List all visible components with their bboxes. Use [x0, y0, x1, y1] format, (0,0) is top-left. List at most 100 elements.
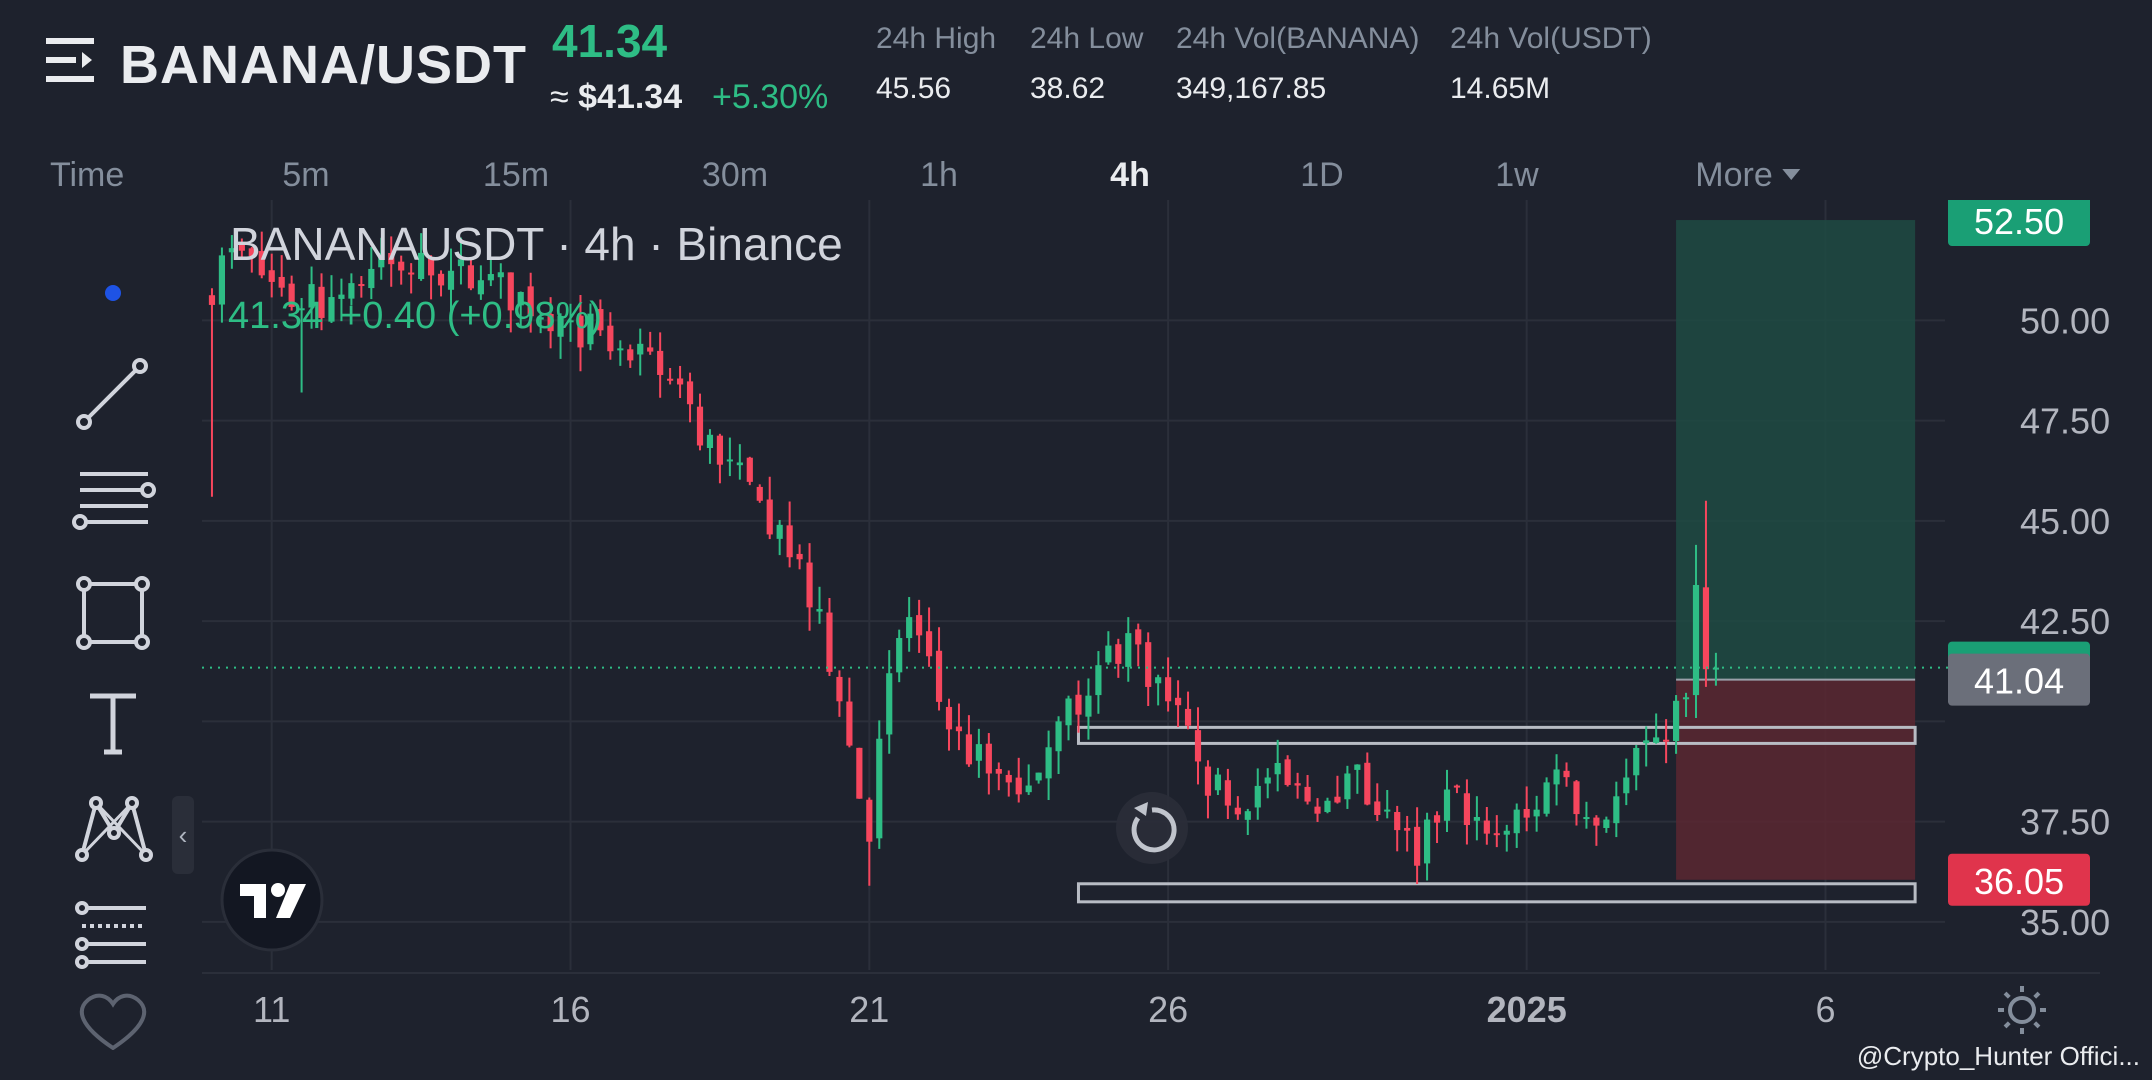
candle-body	[208, 295, 216, 305]
stat-24h-vol-base: 24h Vol(BANANA) 349,167.85	[1176, 22, 1419, 106]
tab-time[interactable]: Time	[50, 156, 125, 194]
x-tick-label: 21	[849, 989, 889, 1030]
candle-body	[647, 347, 654, 352]
candle-body	[1015, 777, 1022, 795]
candle-body	[1623, 777, 1630, 794]
candle-body	[318, 286, 325, 318]
candle-body	[517, 291, 524, 306]
tab-15m[interactable]: 15m	[482, 156, 550, 194]
price-chart[interactable]: BANANAUSDT · 4h · Binance 41.34 +0.40 (+0.…	[0, 200, 2152, 1080]
text-icon[interactable]	[70, 680, 156, 766]
candle-body	[1533, 809, 1540, 817]
stat-value: 38.62	[1030, 72, 1106, 105]
fib-lines-icon[interactable]	[70, 890, 156, 976]
candle-body	[806, 562, 813, 608]
x-tick-label: 2025	[1487, 989, 1567, 1030]
candle-body	[1354, 764, 1361, 770]
candle-body	[1653, 737, 1660, 743]
candle-body	[1314, 806, 1321, 814]
candle-body	[935, 650, 943, 702]
candle-body	[1513, 809, 1520, 834]
x-tick-label: 26	[1148, 989, 1188, 1030]
candle-body	[766, 499, 773, 535]
candle-body	[756, 486, 763, 501]
tab-30m[interactable]: 30m	[701, 156, 769, 194]
candle-body	[1663, 739, 1670, 742]
candle-body	[248, 248, 255, 257]
stat-value: 45.56	[876, 72, 952, 105]
candle-body	[706, 434, 714, 449]
candle-body	[925, 631, 933, 657]
candle-body	[1473, 817, 1480, 821]
candle-body	[427, 257, 435, 276]
price-tag-label: 41.04	[1974, 661, 2064, 702]
tab-1h[interactable]: 1h	[920, 156, 958, 194]
candle-body	[1692, 585, 1700, 696]
tab-1d[interactable]: 1D	[1300, 156, 1344, 194]
candle-body	[1672, 700, 1680, 741]
pattern-icon[interactable]	[70, 785, 156, 871]
rectangle-icon[interactable]	[70, 570, 156, 656]
tab-5m[interactable]: 5m	[282, 156, 330, 194]
candle-body	[1453, 785, 1461, 788]
candle-body	[995, 768, 1002, 774]
candle-body	[746, 457, 753, 482]
price-tag-label: 36.05	[1974, 861, 2064, 902]
trend-line-icon[interactable]	[70, 350, 156, 436]
menu-icon[interactable]	[46, 36, 96, 86]
heart-icon[interactable]	[70, 990, 156, 1050]
x-tick-label: 11	[253, 989, 290, 1030]
candle-body	[547, 314, 554, 332]
collapse-toolbar-button[interactable]: ‹	[172, 796, 194, 874]
candle-body	[916, 615, 923, 636]
y-tick-label: 50.00	[2020, 300, 2110, 341]
candle-body	[467, 265, 475, 289]
settings-icon-ray	[2003, 991, 2011, 999]
stat-label: 24h Vol(USDT)	[1450, 22, 1652, 55]
candle-body	[1364, 762, 1371, 805]
candle-body	[557, 315, 564, 337]
settings-icon-ray	[2033, 1021, 2041, 1029]
candle-body	[348, 283, 355, 299]
dot-cursor-icon[interactable]	[70, 250, 156, 336]
settings-icon	[1998, 986, 2046, 1034]
y-tick-label: 42.50	[2020, 601, 2110, 642]
stat-24h-low: 24h Low 38.62	[1030, 22, 1143, 106]
candle-body	[1553, 769, 1560, 785]
stat-value: 14.65M	[1450, 72, 1551, 105]
candle-body	[437, 273, 445, 286]
candle-body	[866, 799, 873, 842]
candle-body	[1304, 786, 1311, 802]
candle-body	[477, 280, 484, 295]
candle-body	[876, 738, 883, 839]
pair-title[interactable]: BANANA/USDT	[120, 35, 527, 95]
candle-body	[487, 274, 494, 281]
candle-body	[1463, 793, 1471, 826]
tab-more[interactable]: More	[1695, 156, 1801, 195]
caret-down-icon	[1782, 168, 1801, 180]
tab-4h[interactable]: 4h	[1110, 156, 1150, 194]
tab-1w[interactable]: 1w	[1495, 156, 1539, 194]
drawing-toolbar	[34, 210, 190, 1050]
candle-body	[696, 406, 704, 446]
candle-body	[238, 244, 245, 251]
tradingview-logo-dot	[271, 883, 285, 897]
price-tag-target	[1948, 200, 2090, 247]
candle-body	[1075, 694, 1082, 715]
candle-body	[1423, 819, 1431, 864]
horizontal-lines-icon[interactable]	[70, 460, 156, 546]
candle-body	[686, 381, 694, 405]
support-zone-box	[1076, 882, 1917, 904]
candle-body	[1234, 807, 1241, 815]
candle-body	[527, 286, 534, 317]
candle-body	[278, 276, 285, 288]
candle-body	[1543, 782, 1550, 814]
candle-body	[328, 297, 335, 322]
candle-body	[1254, 785, 1261, 808]
candle-body	[1145, 642, 1152, 687]
candle-body	[1404, 827, 1411, 831]
symbol-title: BANANAUSDT · 4h · Binance	[230, 218, 843, 270]
candle-body	[288, 283, 295, 307]
candle-body	[218, 255, 226, 305]
candle-body	[846, 701, 853, 746]
